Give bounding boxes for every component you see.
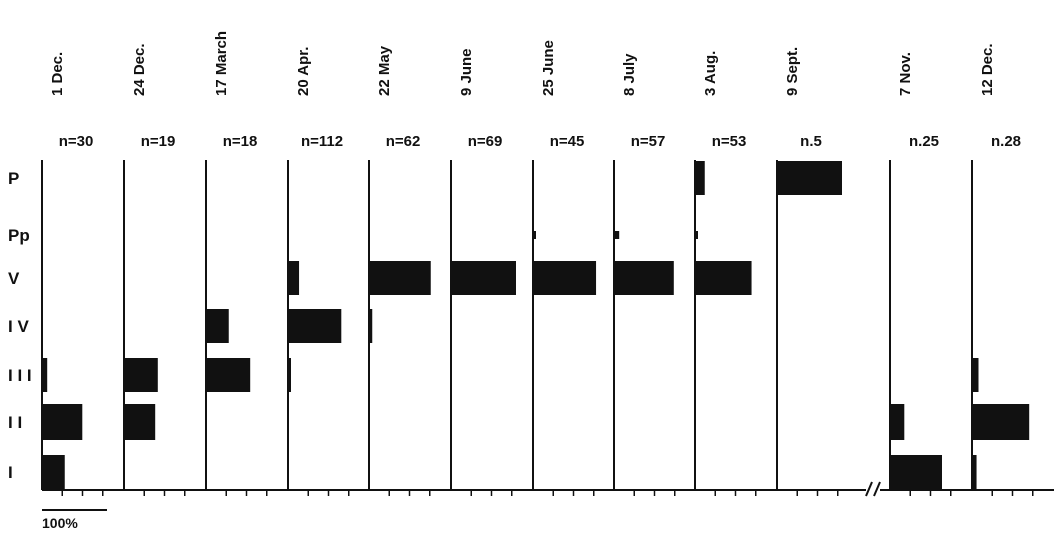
stage-label-pp: Pp <box>8 226 30 245</box>
date-label: 17 March <box>213 31 230 96</box>
sample-size-label: n=45 <box>550 133 585 150</box>
date-labels: 1 Dec. 24 Dec. 17 March 20 Apr. 22 May 9 June… <box>49 31 996 96</box>
date-label: 9 Sept. <box>784 47 801 96</box>
scale-bar-label: 100% <box>42 515 78 531</box>
date-label: 3 Aug. <box>702 51 719 96</box>
bar-iv <box>288 309 342 343</box>
bar-iv <box>206 309 229 343</box>
bar-p <box>695 161 705 195</box>
sample-size-label: n.25 <box>909 133 939 150</box>
bar-pp <box>614 231 620 239</box>
stage-label-iii: I I I <box>8 366 32 385</box>
date-label: 8 July <box>621 53 638 96</box>
bar-v <box>451 261 516 295</box>
date-label: 24 Dec. <box>131 43 148 96</box>
bar-ii <box>124 404 156 440</box>
bar-pp <box>695 231 698 239</box>
bar-v <box>695 261 752 295</box>
bar-ii <box>972 404 1030 440</box>
bar-iii <box>206 358 251 392</box>
date-label: 20 Apr. <box>295 47 312 96</box>
bar-v <box>533 261 597 295</box>
bar-v <box>614 261 674 295</box>
bar-iii <box>972 358 979 392</box>
date-label: 1 Dec. <box>49 52 66 96</box>
stage-label-iv: I V <box>8 317 29 336</box>
sample-size-labels: n=30 n=19 n=18 n=112 n=62 n=69 n=45 n=57 n=53 n.5… <box>59 133 1021 150</box>
stage-label-v: V <box>8 269 20 288</box>
stage-label-i: I <box>8 463 13 482</box>
stage-label-ii: I I <box>8 413 22 432</box>
bar-i <box>890 455 942 489</box>
sample-size-label: n=53 <box>712 133 747 150</box>
stage-label-p: P <box>8 169 19 188</box>
axis-break-mark <box>865 481 873 497</box>
date-label: 25 June <box>540 40 557 96</box>
sample-size-label: n=18 <box>223 133 258 150</box>
date-label: 7 Nov. <box>897 52 914 96</box>
date-label: 9 June <box>458 48 475 96</box>
date-label: 22 May <box>376 45 393 96</box>
sample-columns <box>41 160 1030 490</box>
bar-ii <box>42 404 83 440</box>
bar-p <box>777 161 842 195</box>
sample-size-label: n=57 <box>631 133 666 150</box>
stage-labels: P Pp V I V I I I I I I <box>8 169 32 482</box>
sample-size-label: n.28 <box>991 133 1021 150</box>
bar-i <box>42 455 65 489</box>
bar-ii <box>890 404 905 440</box>
x-axis <box>42 481 1054 497</box>
bar-iii <box>42 358 48 392</box>
bar-v <box>288 261 300 295</box>
bar-i <box>972 455 977 489</box>
sample-size-label: n.5 <box>800 133 822 150</box>
bar-pp <box>533 231 536 239</box>
sample-size-label: n=69 <box>468 133 503 150</box>
date-label: 12 Dec. <box>979 43 996 96</box>
sample-size-label: n=30 <box>59 133 94 150</box>
bar-iii <box>288 358 291 392</box>
bar-v <box>369 261 431 295</box>
bar-iv <box>369 309 373 343</box>
bar-iii <box>124 358 158 392</box>
sample-size-label: n=19 <box>141 133 176 150</box>
scale-bar: 100% <box>42 509 107 531</box>
sample-size-label: n=112 <box>301 133 343 150</box>
sample-size-label: n=62 <box>386 133 421 150</box>
axis-break-mark <box>873 481 881 497</box>
